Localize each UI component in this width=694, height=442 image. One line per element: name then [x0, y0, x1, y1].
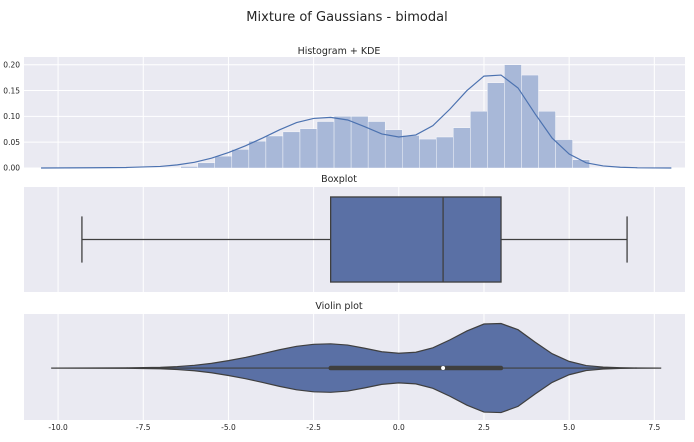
xtick-label: -7.5: [136, 423, 151, 432]
ytick-label: 0.10: [3, 112, 20, 121]
histogram-bar: [214, 155, 233, 169]
histogram-bar: [453, 127, 471, 169]
histogram-bar: [555, 139, 573, 169]
histogram-yticks: 0.00 0.05 0.10 0.15 0.20: [3, 60, 20, 172]
histogram-bar: [487, 82, 505, 169]
xtick-label: 7.5: [648, 423, 660, 432]
histogram-bar: [470, 111, 488, 169]
violin-median-dot: [441, 366, 446, 371]
ytick-label: 0.05: [3, 138, 20, 147]
histogram-bars: [180, 64, 590, 169]
histogram-bar: [316, 121, 335, 169]
histogram-bar: [436, 136, 454, 169]
xtick-label: 5.0: [563, 423, 575, 432]
kde-line: [41, 74, 672, 169]
histogram-bar: [265, 135, 284, 169]
histogram-bar: [299, 128, 318, 169]
ytick-label: 0.15: [3, 86, 20, 95]
histogram-bar: [333, 116, 352, 169]
histogram-bar: [367, 121, 386, 169]
histogram-bar: [572, 159, 590, 169]
box-iqr: [329, 196, 502, 283]
violin-xticks: -10.0 -7.5 -5.0 -2.5 0.0 2.5 5.0 7.5: [48, 423, 660, 432]
histogram-bar: [248, 140, 267, 169]
histogram-bar: [231, 149, 250, 169]
ytick-label: 0.20: [3, 60, 20, 69]
histogram-bar: [180, 166, 198, 169]
histogram-bar: [419, 138, 437, 169]
histogram-panel-title: Histogram + KDE: [298, 46, 381, 57]
boxplot: [81, 196, 628, 283]
xtick-label: -2.5: [306, 423, 321, 432]
boxplot-panel-title: Boxplot: [321, 174, 357, 185]
xtick-label: -10.0: [48, 423, 68, 432]
histogram-bar: [197, 162, 216, 169]
xtick-label: 2.5: [478, 423, 490, 432]
figure-title: Mixture of Gaussians - bimodal: [246, 10, 447, 25]
histogram-bar: [282, 131, 301, 169]
ytick-label: 0.00: [3, 164, 20, 173]
violin: [51, 322, 662, 414]
violin-panel-title: Violin plot: [315, 301, 363, 312]
histogram-bar: [402, 135, 420, 169]
xtick-label: 0.0: [393, 423, 405, 432]
xtick-label: -5.0: [221, 423, 236, 432]
histogram-bar: [521, 74, 539, 169]
